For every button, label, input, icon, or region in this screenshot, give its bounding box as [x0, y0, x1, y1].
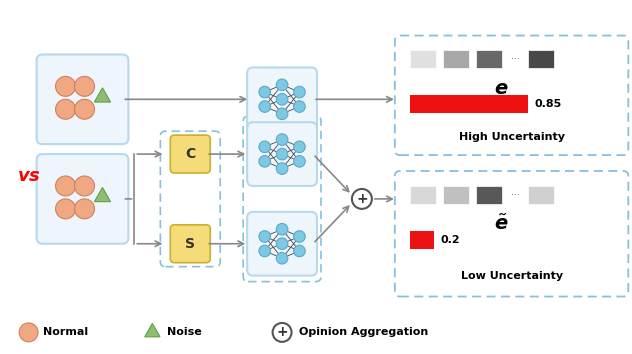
- Circle shape: [259, 231, 270, 242]
- Circle shape: [276, 134, 288, 145]
- Circle shape: [352, 189, 372, 209]
- Circle shape: [272, 323, 291, 342]
- Text: ···: ···: [511, 55, 520, 64]
- FancyBboxPatch shape: [247, 122, 317, 186]
- Text: C: C: [185, 147, 195, 161]
- FancyBboxPatch shape: [410, 186, 436, 204]
- Circle shape: [276, 108, 288, 120]
- Circle shape: [276, 163, 288, 175]
- Circle shape: [276, 93, 288, 105]
- FancyBboxPatch shape: [247, 212, 317, 276]
- Circle shape: [294, 86, 305, 98]
- Circle shape: [276, 252, 288, 264]
- Text: Normal: Normal: [42, 327, 88, 337]
- Text: Low Uncertainty: Low Uncertainty: [461, 270, 562, 281]
- Circle shape: [276, 238, 288, 250]
- FancyBboxPatch shape: [395, 35, 628, 155]
- Text: 0.85: 0.85: [535, 99, 562, 109]
- FancyBboxPatch shape: [410, 231, 434, 249]
- FancyBboxPatch shape: [170, 135, 210, 173]
- Circle shape: [56, 176, 76, 196]
- Circle shape: [75, 99, 95, 119]
- Text: Opinion Aggregation: Opinion Aggregation: [299, 327, 428, 337]
- FancyBboxPatch shape: [247, 67, 317, 131]
- Circle shape: [259, 86, 270, 98]
- FancyBboxPatch shape: [410, 51, 436, 68]
- FancyBboxPatch shape: [528, 51, 554, 68]
- FancyBboxPatch shape: [170, 225, 210, 263]
- FancyBboxPatch shape: [395, 171, 628, 297]
- FancyBboxPatch shape: [243, 116, 321, 281]
- Text: S: S: [185, 237, 195, 251]
- Circle shape: [259, 155, 270, 167]
- Circle shape: [294, 155, 305, 167]
- FancyBboxPatch shape: [442, 186, 469, 204]
- Text: +: +: [276, 325, 288, 339]
- FancyBboxPatch shape: [528, 186, 554, 204]
- Circle shape: [56, 199, 76, 219]
- FancyBboxPatch shape: [442, 51, 469, 68]
- Circle shape: [259, 245, 270, 257]
- Polygon shape: [145, 324, 160, 337]
- FancyBboxPatch shape: [475, 186, 502, 204]
- Circle shape: [294, 231, 305, 242]
- FancyBboxPatch shape: [37, 55, 128, 144]
- Text: $\bfit{\tilde{e}}$: $\bfit{\tilde{e}}$: [494, 214, 509, 234]
- Circle shape: [294, 101, 305, 112]
- Circle shape: [276, 148, 288, 160]
- Polygon shape: [94, 188, 111, 202]
- Text: High Uncertainty: High Uncertainty: [459, 132, 564, 142]
- Circle shape: [294, 245, 305, 257]
- FancyBboxPatch shape: [475, 51, 502, 68]
- Circle shape: [19, 323, 38, 342]
- Circle shape: [75, 176, 95, 196]
- Circle shape: [294, 141, 305, 153]
- FancyBboxPatch shape: [410, 95, 528, 113]
- Text: Noise: Noise: [167, 327, 202, 337]
- Circle shape: [56, 76, 76, 96]
- Circle shape: [75, 76, 95, 96]
- Text: +: +: [356, 192, 368, 206]
- Text: 0.2: 0.2: [441, 235, 460, 245]
- Text: $\bfit{vs}$: $\bfit{vs}$: [16, 167, 40, 185]
- FancyBboxPatch shape: [161, 131, 220, 267]
- Circle shape: [259, 101, 270, 112]
- Text: ···: ···: [511, 190, 520, 200]
- FancyBboxPatch shape: [37, 154, 128, 244]
- Circle shape: [276, 223, 288, 235]
- Text: $\bfit{e}$: $\bfit{e}$: [494, 79, 509, 98]
- Circle shape: [276, 79, 288, 91]
- Circle shape: [56, 99, 76, 119]
- Circle shape: [259, 141, 270, 153]
- Polygon shape: [94, 88, 111, 102]
- Circle shape: [75, 199, 95, 219]
